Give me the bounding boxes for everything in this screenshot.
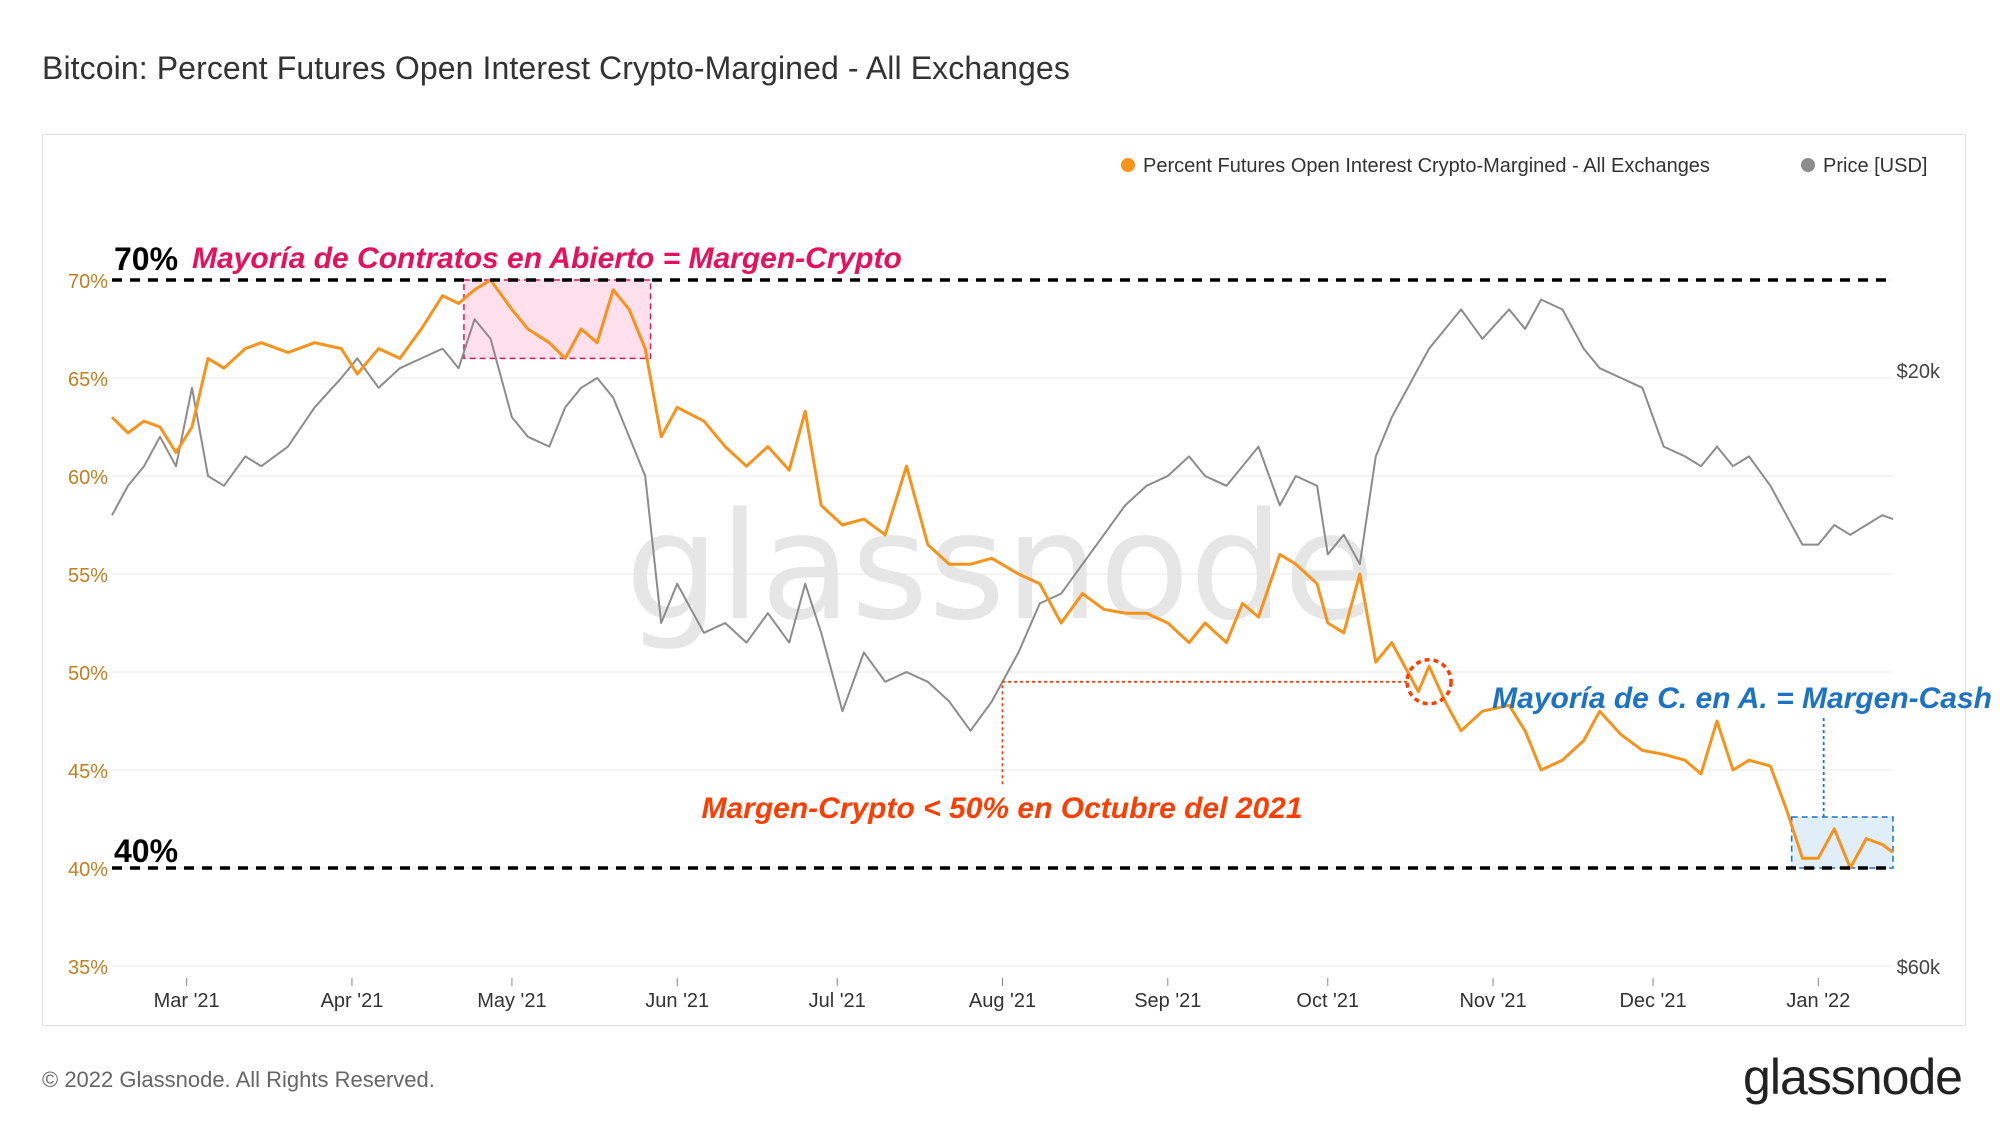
x-tick-label-0: Mar '21 [154, 990, 220, 1012]
y-tick-55: 55% [68, 565, 108, 587]
copyright-footer: © 2022 Glassnode. All Rights Reserved. [42, 1067, 435, 1092]
percent-line [110, 278, 1894, 870]
crypto-majority-box [463, 279, 652, 360]
price-line [111, 298, 1894, 732]
x-tick-label-3: Jun '21 [645, 990, 709, 1012]
y-tick-50: 50% [68, 663, 108, 685]
highlight-boxes [463, 279, 1894, 869]
series-group [110, 278, 1894, 870]
x-tick-label-6: Sep '21 [1134, 990, 1201, 1012]
x-tick-label-8: Nov '21 [1459, 990, 1526, 1012]
axis-labels: 35% 40% 45% 50% 55% 60% 65% 70% $20k $60k Mar '21 A… [68, 271, 1941, 1012]
crypto-majority-annotation: Mayoría de Contratos en Abierto = Margen… [192, 242, 902, 275]
ref-label-40: 40% [114, 833, 178, 869]
october-annotation: Margen-Crypto < 50% en Octubre del 2021 [701, 792, 1302, 825]
y-tick-70: 70% [68, 271, 108, 293]
chart-frame [42, 134, 1966, 1026]
reference-lines [112, 278, 1893, 870]
legend-swatch-price [1801, 158, 1815, 172]
watermark-text: glassnode [625, 481, 1374, 653]
chart-title: Bitcoin: Percent Futures Open Interest C… [42, 50, 1070, 86]
x-tick-label-5: Aug '21 [969, 990, 1036, 1012]
x-tick-label-7: Oct '21 [1296, 990, 1359, 1012]
x-tick-label-9: Dec '21 [1619, 990, 1686, 1012]
x-tick-label-1: Apr '21 [321, 990, 384, 1012]
x-tick-label-4: Jul '21 [809, 990, 866, 1012]
brand-logo: glassnode [1743, 1049, 1963, 1105]
y-tick-65: 65% [68, 369, 108, 391]
y-tick-40: 40% [68, 859, 108, 881]
price-tick-1: $60k [1897, 957, 1941, 979]
legend-label-price: Price [USD] [1823, 155, 1927, 177]
october-marker-circle [1405, 658, 1453, 706]
y-tick-35: 35% [68, 957, 108, 979]
legend-swatch-percent [1121, 158, 1135, 172]
legend: Percent Futures Open Interest Crypto-Mar… [1121, 155, 1927, 177]
x-tick-label-10: Jan '22 [1786, 990, 1850, 1012]
ref-label-70: 70% [114, 241, 178, 277]
cash-majority-annotation: Mayoría de C. en A. = Margen-Cash [1492, 682, 1992, 715]
x-tick-label-2: May '21 [477, 990, 546, 1012]
annotation-group: 70% Mayoría de Contratos en Abierto = Ma… [114, 241, 1992, 869]
price-tick-0: $20k [1897, 361, 1941, 383]
october-connector [1001, 680, 1408, 785]
legend-label-percent: Percent Futures Open Interest Crypto-Mar… [1143, 155, 1710, 177]
y-tick-60: 60% [68, 467, 108, 489]
y-tick-45: 45% [68, 761, 108, 783]
